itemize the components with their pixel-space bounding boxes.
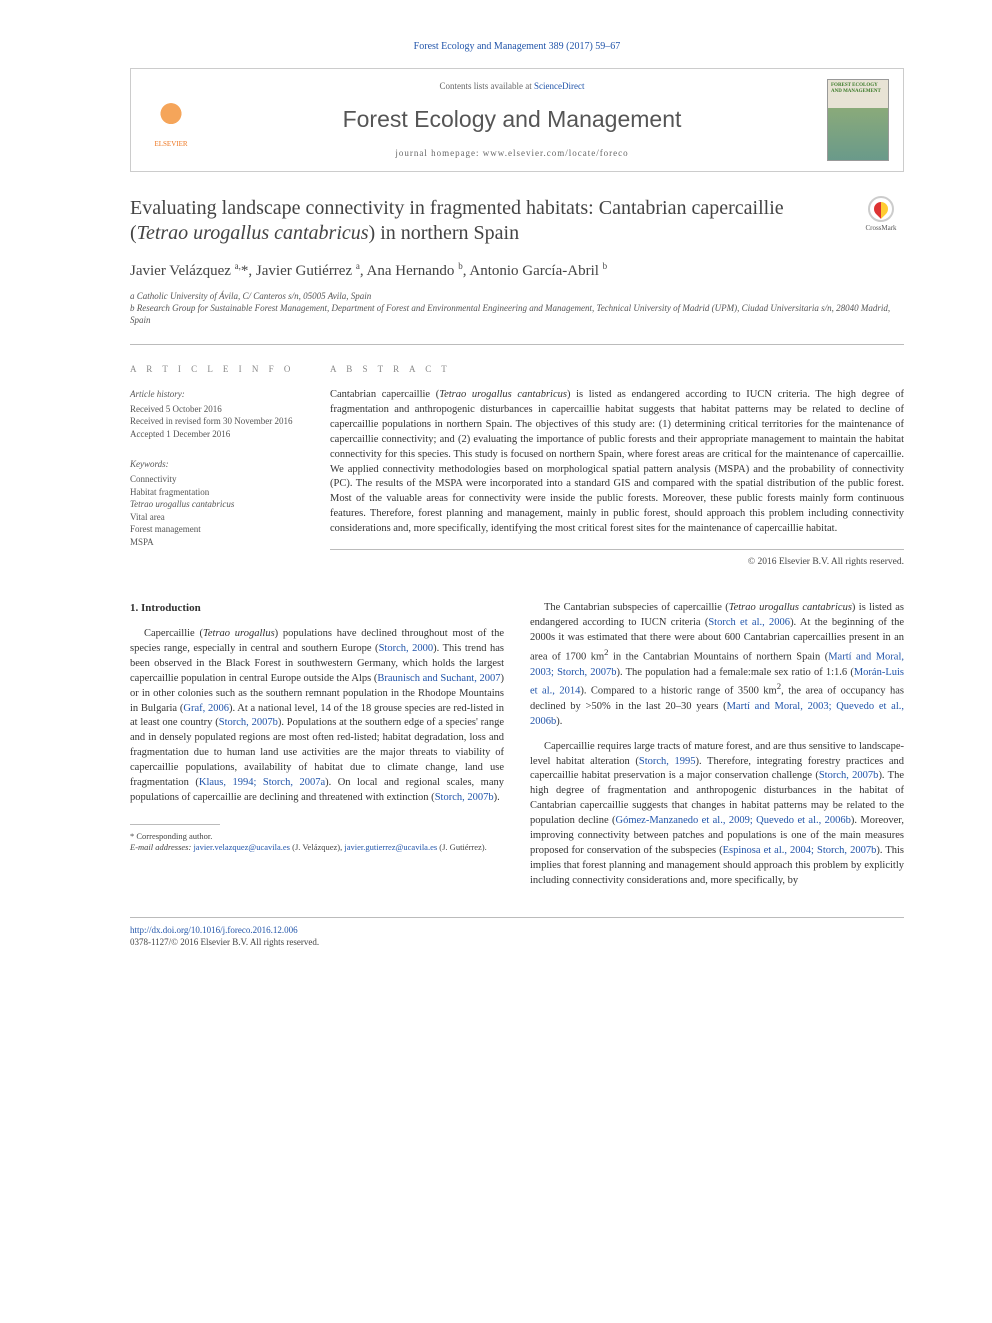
keyword-5: MSPA (130, 536, 298, 549)
page-root: Forest Ecology and Management 389 (2017)… (0, 0, 992, 989)
history-revised: Received in revised form 30 November 201… (130, 415, 298, 428)
body-col-right: The Cantabrian subspecies of capercailli… (530, 601, 904, 898)
keyword-4: Forest management (130, 523, 298, 536)
contents-line: Contents lists available at ScienceDirec… (215, 80, 809, 93)
article-title: Evaluating landscape connectivity in fra… (130, 196, 846, 246)
title-row: Evaluating landscape connectivity in fra… (130, 196, 904, 246)
journal-cover-thumb[interactable]: FOREST ECOLOGY AND MANAGEMENT (827, 79, 889, 161)
abstract-col: A B S T R A C T Cantabrian capercaillie … (330, 363, 904, 569)
email-line: E-mail addresses: javier.velazquez@ucavi… (130, 842, 504, 853)
affiliation-b: b Research Group for Sustainable Forest … (130, 302, 904, 326)
abstract-copyright: © 2016 Elsevier B.V. All rights reserved… (330, 556, 904, 569)
elsevier-label: ELSEVIER (154, 140, 187, 150)
abstract-text: Cantabrian capercaillie (Tetrao urogallu… (330, 388, 904, 550)
history-received: Received 5 October 2016 (130, 403, 298, 416)
keyword-2: Tetrao urogallus cantabricus (130, 498, 298, 511)
email-1[interactable]: javier.velazquez@ucavila.es (193, 842, 290, 852)
intro-para-2: The Cantabrian subspecies of capercailli… (530, 601, 904, 729)
contents-text: Contents lists available at (440, 81, 534, 91)
section-1-heading: 1. Introduction (130, 601, 504, 617)
journal-homepage: journal homepage: www.elsevier.com/locat… (215, 147, 809, 160)
body-col-left: 1. Introduction Capercaillie (Tetrao uro… (130, 601, 504, 898)
elsevier-tree-icon (149, 96, 193, 140)
keyword-3: Vital area (130, 511, 298, 524)
footnote-separator (130, 824, 220, 825)
abstract-heading: A B S T R A C T (330, 363, 904, 376)
doi-link[interactable]: http://dx.doi.org/10.1016/j.foreco.2016.… (130, 925, 298, 935)
intro-para-3: Capercaillie requires large tracts of ma… (530, 740, 904, 889)
corresponding-note: * Corresponding author. (130, 831, 504, 842)
crossmark-label: CrossMark (865, 224, 896, 234)
title-part-2: ) in northern Spain (369, 222, 520, 244)
intro-para-1: Capercaillie (Tetrao urogallus) populati… (130, 627, 504, 806)
article-info-col: A R T I C L E I N F O Article history: R… (130, 363, 298, 569)
journal-name: Forest Ecology and Management (215, 103, 809, 135)
journal-citation: Forest Ecology and Management 389 (2017)… (130, 40, 904, 54)
email-label: E-mail addresses: (130, 842, 193, 852)
crossmark-badge[interactable]: CrossMark (858, 196, 904, 242)
header-center: Contents lists available at ScienceDirec… (215, 80, 809, 159)
doi-block: http://dx.doi.org/10.1016/j.foreco.2016.… (130, 917, 904, 949)
affiliation-a: a Catholic University of Ávila, C/ Cante… (130, 290, 904, 302)
elsevier-logo[interactable]: ELSEVIER (145, 90, 197, 150)
email-2-who: (J. Gutiérrez). (437, 842, 487, 852)
cover-text: FOREST ECOLOGY AND MANAGEMENT (831, 83, 885, 94)
info-heading: A R T I C L E I N F O (130, 363, 298, 376)
authors-line: Javier Velázquez a,*, Javier Gutiérrez a… (130, 260, 904, 282)
journal-header: ELSEVIER Contents lists available at Sci… (130, 68, 904, 172)
issn-copyright: 0378-1127/© 2016 Elsevier B.V. All right… (130, 936, 904, 949)
title-species: Tetrao urogallus cantabricus (137, 222, 369, 244)
history-label: Article history: (130, 388, 298, 401)
affiliations: a Catholic University of Ávila, C/ Cante… (130, 290, 904, 326)
keyword-1: Habitat fragmentation (130, 486, 298, 499)
sciencedirect-link[interactable]: ScienceDirect (534, 81, 584, 91)
keyword-0: Connectivity (130, 473, 298, 486)
keywords-block: Keywords: Connectivity Habitat fragmenta… (130, 458, 298, 548)
info-abstract-row: A R T I C L E I N F O Article history: R… (130, 344, 904, 569)
keywords-label: Keywords: (130, 458, 298, 471)
footnotes: * Corresponding author. E-mail addresses… (130, 831, 504, 854)
email-1-who: (J. Velázquez), (290, 842, 344, 852)
crossmark-icon (868, 196, 894, 222)
email-2[interactable]: javier.gutierrez@ucavila.es (344, 842, 437, 852)
history-block: Article history: Received 5 October 2016… (130, 388, 298, 440)
citation-link[interactable]: Forest Ecology and Management 389 (2017)… (414, 41, 621, 52)
history-accepted: Accepted 1 December 2016 (130, 428, 298, 441)
body-columns: 1. Introduction Capercaillie (Tetrao uro… (130, 601, 904, 898)
